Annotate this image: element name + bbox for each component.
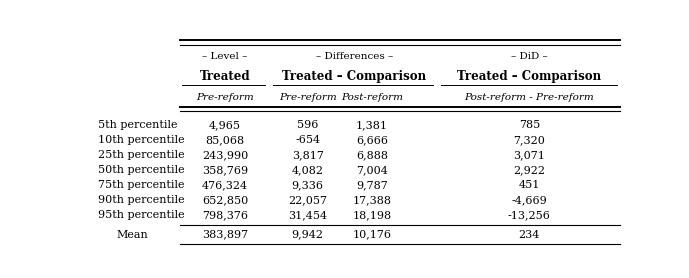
- Text: 2,922: 2,922: [513, 165, 545, 175]
- Text: 358,769: 358,769: [202, 165, 248, 175]
- Text: -13,256: -13,256: [508, 210, 551, 220]
- Text: 10th percentile: 10th percentile: [98, 135, 185, 145]
- Text: 22,057: 22,057: [288, 195, 327, 205]
- Text: 9,336: 9,336: [291, 180, 324, 190]
- Text: 31,454: 31,454: [288, 210, 327, 220]
- Text: 596: 596: [297, 120, 318, 130]
- Text: 234: 234: [519, 230, 540, 240]
- Text: 18,198: 18,198: [352, 210, 391, 220]
- Text: 652,850: 652,850: [202, 195, 248, 205]
- Text: Pre-reform: Pre-reform: [279, 93, 337, 102]
- Text: 7,320: 7,320: [513, 135, 545, 145]
- Text: -654: -654: [295, 135, 320, 145]
- Text: Post-reform - Pre-reform: Post-reform - Pre-reform: [464, 93, 594, 102]
- Text: 476,324: 476,324: [202, 180, 248, 190]
- Text: 4,082: 4,082: [291, 165, 324, 175]
- Text: 4,965: 4,965: [209, 120, 241, 130]
- Text: 451: 451: [519, 180, 540, 190]
- Text: Pre-reform: Pre-reform: [196, 93, 254, 102]
- Text: Treated – Comparison: Treated – Comparison: [457, 70, 601, 83]
- Text: – Differences –: – Differences –: [316, 53, 393, 61]
- Text: – DiD –: – DiD –: [511, 53, 548, 61]
- Text: 798,376: 798,376: [202, 210, 248, 220]
- Text: 9,787: 9,787: [356, 180, 388, 190]
- Text: 383,897: 383,897: [202, 230, 248, 240]
- Text: Treated: Treated: [200, 70, 250, 83]
- Text: 3,071: 3,071: [513, 150, 545, 160]
- Text: 785: 785: [519, 120, 540, 130]
- Text: 243,990: 243,990: [202, 150, 248, 160]
- Text: Mean: Mean: [116, 230, 148, 240]
- Text: 50th percentile: 50th percentile: [98, 165, 185, 175]
- Text: 5th percentile: 5th percentile: [98, 120, 177, 130]
- Text: 90th percentile: 90th percentile: [98, 195, 185, 205]
- Text: Post-reform: Post-reform: [341, 93, 403, 102]
- Text: -4,669: -4,669: [511, 195, 547, 205]
- Text: 95th percentile: 95th percentile: [98, 210, 185, 220]
- Text: 6,888: 6,888: [356, 150, 388, 160]
- Text: 3,817: 3,817: [291, 150, 324, 160]
- Text: Treated – Comparison: Treated – Comparison: [282, 70, 426, 83]
- Text: 17,388: 17,388: [352, 195, 391, 205]
- Text: 25th percentile: 25th percentile: [98, 150, 185, 160]
- Text: 6,666: 6,666: [356, 135, 388, 145]
- Text: 1,381: 1,381: [356, 120, 388, 130]
- Text: 9,942: 9,942: [291, 230, 324, 240]
- Text: 85,068: 85,068: [205, 135, 245, 145]
- Text: 10,176: 10,176: [352, 230, 391, 240]
- Text: 75th percentile: 75th percentile: [98, 180, 185, 190]
- Text: 7,004: 7,004: [356, 165, 388, 175]
- Text: – Level –: – Level –: [203, 53, 247, 61]
